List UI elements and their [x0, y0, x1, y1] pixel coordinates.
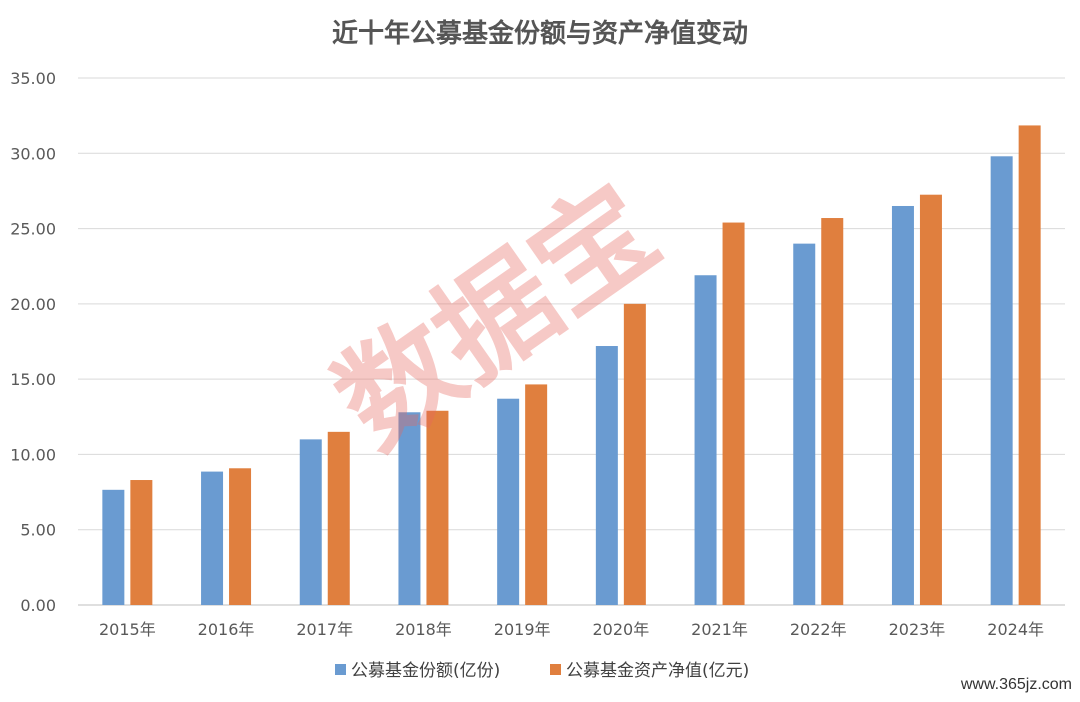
x-tick-label: 2016年 [198, 620, 255, 639]
y-tick-label: 35.00 [10, 69, 56, 88]
legend: 公募基金份额(亿份) 公募基金资产净值(亿元) [335, 661, 749, 681]
site-watermark: www.365jz.com [960, 676, 1072, 693]
bar-share-8 [891, 205, 914, 605]
bar-nav-5 [623, 303, 646, 605]
x-tick-label: 2017年 [296, 620, 353, 639]
legend-swatch [550, 664, 561, 675]
bar-share-7 [793, 243, 816, 605]
x-tick-label: 2023年 [889, 620, 946, 639]
bar-nav-3 [426, 410, 449, 605]
bar-share-5 [595, 346, 618, 605]
y-tick-label: 20.00 [10, 295, 56, 314]
bar-share-6 [694, 275, 717, 605]
x-tick-label: 2024年 [987, 620, 1044, 639]
y-tick-label: 15.00 [10, 370, 56, 389]
bars [102, 125, 1041, 606]
y-tick-label: 5.00 [20, 521, 56, 540]
chart-title: 近十年公募基金份额与资产净值变动 [332, 18, 748, 49]
bar-nav-1 [229, 468, 252, 605]
bar-nav-2 [327, 431, 350, 605]
x-tick-label: 2015年 [99, 620, 156, 639]
legend-label: 公募基金资产净值(亿元) [566, 661, 749, 681]
x-tick-label: 2019年 [494, 620, 551, 639]
y-tick-label: 10.00 [10, 445, 56, 464]
y-axis: 0.00 5.00 10.00 15.00 20.00 25.00 30.00 35.00 [10, 69, 56, 615]
x-axis: 2015年 2016年 2017年 2018年 2019年 2020年 2021年 2022年… [99, 620, 1044, 639]
bar-nav-9 [1018, 125, 1041, 606]
legend-swatch [335, 664, 346, 675]
x-tick-label: 2022年 [790, 620, 847, 639]
bar-nav-4 [525, 384, 548, 605]
bar-share-0 [102, 489, 125, 605]
bar-nav-8 [919, 194, 942, 605]
y-tick-label: 30.00 [10, 144, 56, 163]
bar-share-3 [398, 412, 421, 605]
bar-nav-6 [722, 222, 745, 605]
bar-nav-7 [821, 218, 844, 605]
y-tick-label: 25.00 [10, 220, 56, 239]
legend-label: 公募基金份额(亿份) [351, 661, 500, 681]
bar-share-1 [201, 471, 224, 605]
x-tick-label: 2021年 [691, 620, 748, 639]
bar-share-2 [299, 439, 322, 605]
y-tick-label: 0.00 [20, 596, 56, 615]
bar-share-9 [990, 156, 1013, 605]
x-tick-label: 2020年 [592, 620, 649, 639]
bar-nav-0 [130, 480, 153, 605]
x-tick-label: 2018年 [395, 620, 452, 639]
bar-share-4 [497, 398, 520, 605]
